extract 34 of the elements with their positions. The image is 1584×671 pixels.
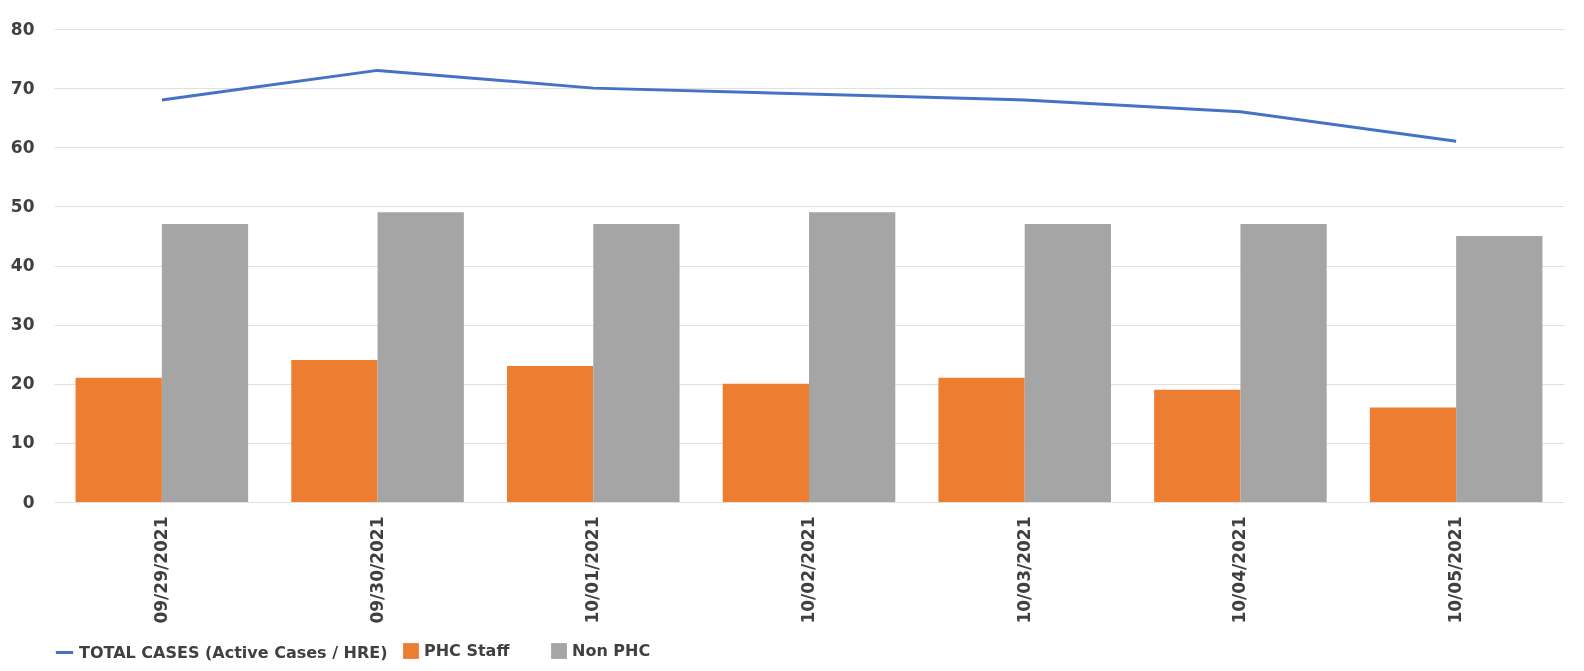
bar (1024, 224, 1111, 502)
y-tick-label: 50 (10, 195, 35, 216)
x-tick-label: 10/03/2021 (1013, 516, 1034, 624)
x-tick-label: 10/04/2021 (1229, 516, 1250, 624)
x-tick-label: 09/29/2021 (150, 516, 171, 624)
bar (1369, 407, 1457, 502)
bar (75, 377, 162, 502)
bar (1154, 389, 1241, 502)
y-tick-label: 60 (10, 136, 35, 157)
bar (377, 212, 464, 502)
y-tick-label: 40 (10, 255, 35, 275)
y-tick-label: 70 (10, 77, 35, 98)
y-tick-label: 80 (10, 18, 35, 39)
bar (809, 212, 896, 502)
legend-label: PHC Staff (424, 641, 511, 660)
bar (1456, 235, 1543, 502)
bar (722, 383, 809, 502)
x-tick-label: 10/05/2021 (1445, 516, 1466, 624)
bar (593, 224, 680, 502)
bar (938, 377, 1025, 502)
y-tick-label: 20 (10, 373, 35, 394)
y-tick-label: 10 (10, 432, 35, 453)
y-tick-label: 30 (10, 314, 35, 335)
x-tick-label: 09/30/2021 (366, 516, 387, 624)
x-tick-label: 10/02/2021 (798, 516, 818, 624)
y-tick-label: 0 (22, 491, 35, 512)
bar (291, 360, 378, 502)
legend-label: Non PHC (572, 641, 651, 660)
bar (507, 366, 594, 502)
bar (161, 224, 249, 502)
bar (1240, 224, 1327, 502)
legend-label: TOTAL CASES (Active Cases / HRE) (79, 642, 388, 662)
x-tick-label: 10/01/2021 (582, 516, 603, 624)
line-series (160, 68, 1458, 143)
